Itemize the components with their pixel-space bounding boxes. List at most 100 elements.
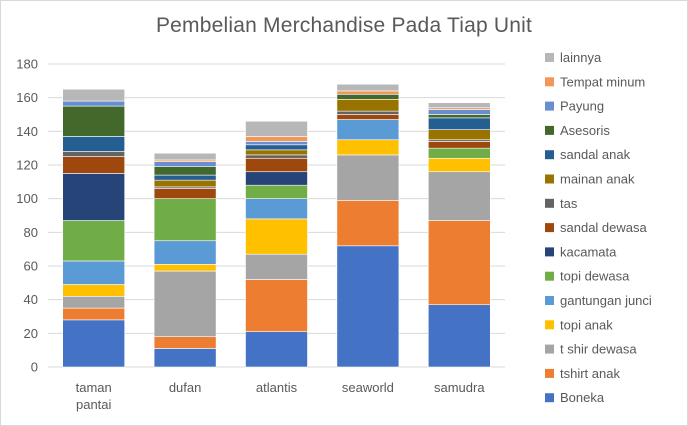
bar-segment bbox=[245, 331, 308, 368]
chart-title: Pembelian Merchandise Pada Tiap Unit bbox=[155, 14, 533, 37]
bar-segment bbox=[427, 102, 491, 109]
x-tick-label: samudra bbox=[434, 380, 485, 395]
legend-item: mainan anak bbox=[545, 172, 635, 187]
bar-segment bbox=[245, 144, 308, 151]
bar-segment bbox=[427, 117, 491, 130]
bar-segment bbox=[62, 220, 126, 262]
bar-segment bbox=[153, 188, 217, 199]
y-tick-label: 160 bbox=[16, 90, 38, 105]
legend-label: t shir dewasa bbox=[560, 342, 637, 357]
bar-segment bbox=[336, 90, 400, 95]
bar-segment bbox=[62, 284, 126, 297]
x-tick-label: pantai bbox=[76, 397, 112, 412]
legend-item: tas bbox=[545, 196, 578, 211]
bar-segment bbox=[153, 348, 217, 368]
bar-stack bbox=[62, 88, 126, 368]
legend-swatch bbox=[545, 344, 554, 354]
legend-label: sandal anak bbox=[560, 147, 631, 162]
legend: lainnya Tempat minum Payung Asesoris sandal … bbox=[545, 50, 652, 405]
bar-stack bbox=[245, 120, 308, 368]
bar-segment bbox=[153, 270, 217, 337]
bar-segment bbox=[62, 260, 126, 285]
bar-segment bbox=[245, 136, 308, 142]
bar-segment bbox=[153, 166, 217, 176]
bar-segment bbox=[427, 109, 491, 115]
bar-segment bbox=[62, 156, 126, 174]
legend-item: tshirt anak bbox=[545, 366, 620, 381]
bar-segment bbox=[427, 141, 491, 149]
legend-item: t shir dewasa bbox=[545, 342, 637, 357]
bar-segment bbox=[336, 94, 400, 100]
legend-swatch bbox=[545, 174, 554, 184]
legend-item: topi anak bbox=[545, 317, 613, 332]
bar-segment bbox=[245, 149, 308, 156]
bar-segment bbox=[336, 114, 400, 120]
legend-swatch bbox=[545, 368, 554, 378]
bar-segment bbox=[336, 139, 400, 156]
bar-segment bbox=[153, 179, 217, 188]
bar-stack bbox=[427, 102, 491, 368]
bar-segment bbox=[153, 264, 217, 272]
bar-segment bbox=[245, 279, 308, 332]
bar-segment bbox=[153, 336, 217, 349]
legend-swatch bbox=[545, 125, 554, 135]
legend-swatch bbox=[545, 53, 554, 62]
legend-swatch bbox=[545, 296, 554, 305]
legend-label: lainnya bbox=[560, 50, 602, 65]
bar-segment bbox=[153, 161, 217, 167]
legend-label: topi anak bbox=[560, 317, 613, 332]
legend-label: Boneka bbox=[560, 390, 605, 405]
legend-swatch bbox=[545, 223, 554, 233]
bars bbox=[62, 83, 491, 368]
legend-label: mainan anak bbox=[560, 172, 635, 187]
y-tick-label: 140 bbox=[16, 124, 38, 139]
bar-stack bbox=[153, 152, 217, 368]
bar-segment bbox=[245, 120, 308, 137]
legend-item: Tempat minum bbox=[545, 74, 645, 89]
bar-segment bbox=[427, 114, 491, 119]
bar-segment bbox=[336, 83, 400, 92]
legend-label: Payung bbox=[560, 99, 604, 114]
legend-label: Tempat minum bbox=[560, 74, 645, 89]
bar-segment bbox=[245, 253, 308, 280]
bar-segment bbox=[62, 319, 126, 368]
bar-segment bbox=[153, 198, 217, 242]
bar-segment bbox=[62, 105, 126, 137]
bar-segment bbox=[62, 88, 126, 102]
bar-segment bbox=[245, 157, 308, 173]
legend-swatch bbox=[545, 247, 554, 257]
legend-swatch bbox=[545, 393, 554, 403]
y-tick-label: 20 bbox=[24, 326, 38, 341]
y-axis: 0 20 40 60 80 100 120 140 160 180 bbox=[16, 57, 38, 375]
legend-label: Asesoris bbox=[560, 123, 610, 138]
x-tick-label: taman bbox=[76, 380, 112, 395]
legend-item: sandal dewasa bbox=[545, 220, 647, 235]
legend-item: Payung bbox=[545, 99, 604, 114]
bar-segment bbox=[62, 307, 126, 321]
bar-segment bbox=[427, 129, 491, 141]
bar-segment bbox=[245, 154, 308, 159]
x-axis: taman pantai dufan atlantis seaworld samudra bbox=[76, 380, 486, 412]
bar-segment bbox=[427, 171, 491, 221]
legend-swatch bbox=[545, 101, 554, 111]
legend-item: Boneka bbox=[545, 390, 605, 405]
bar-segment bbox=[336, 110, 400, 115]
bar-segment bbox=[336, 200, 400, 247]
bar-segment bbox=[245, 218, 308, 255]
bar-segment bbox=[153, 174, 217, 181]
y-tick-label: 40 bbox=[24, 292, 38, 307]
bar-segment bbox=[153, 240, 217, 265]
bar-segment bbox=[336, 119, 400, 141]
legend-item: gantungan junci bbox=[545, 293, 652, 308]
legend-swatch bbox=[545, 271, 554, 281]
bar-segment bbox=[427, 220, 491, 306]
bar-segment bbox=[245, 171, 308, 186]
legend-item: sandal anak bbox=[545, 147, 631, 162]
y-tick-label: 60 bbox=[24, 259, 38, 274]
bar-segment bbox=[427, 147, 491, 159]
legend-label: gantungan junci bbox=[560, 293, 652, 308]
bar-segment bbox=[62, 295, 126, 309]
legend-item: kacamata bbox=[545, 244, 617, 259]
bar-segment bbox=[245, 141, 308, 146]
